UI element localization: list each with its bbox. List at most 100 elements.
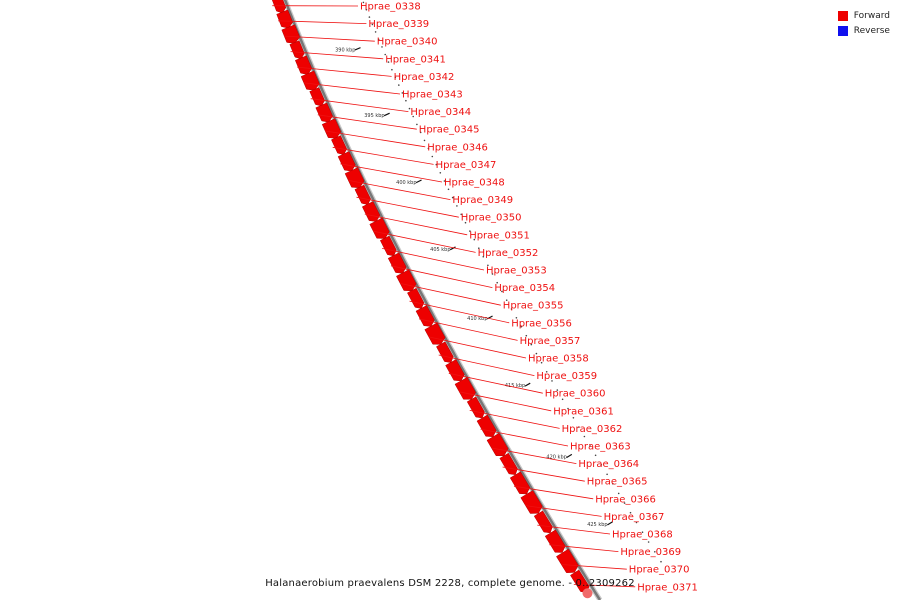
tick-label: 415 kbp [505, 383, 525, 389]
gene-label: Hprae_0348 [444, 178, 505, 189]
ring-dot [515, 317, 518, 319]
ring-dot [469, 230, 471, 232]
gene-label: Hprae_0359 [536, 371, 597, 382]
ring-dot [487, 264, 489, 267]
gene-leader-line [390, 265, 493, 288]
gene-label: Hprae_0369 [620, 547, 681, 558]
legend-reverse: Reverse [837, 23, 890, 38]
gene-leader-line [278, 20, 367, 24]
ring-dot [394, 76, 397, 79]
gene-label: Hprae_0351 [469, 230, 530, 241]
ring-dot [391, 68, 393, 71]
gene-block [321, 118, 342, 139]
ring-dot [381, 46, 383, 48]
gene-block [294, 55, 313, 75]
gene-leader-line [480, 428, 569, 447]
end-marker [582, 588, 593, 599]
scale-tick [566, 453, 573, 458]
gene-leader-line [325, 130, 426, 148]
ring-dot [540, 361, 543, 364]
tick-label: 405 kbp [430, 247, 450, 253]
gene-block [533, 510, 553, 534]
ring-dot [443, 180, 446, 182]
gene-label: Hprae_0352 [478, 248, 539, 259]
gene-leader-line [513, 485, 594, 500]
gene-leader-line [549, 544, 619, 552]
gene-label: Hprae_0363 [570, 442, 631, 453]
legend-reverse-label: Reverse [853, 25, 890, 36]
gene-leader-line [502, 466, 585, 482]
ring-dot [545, 371, 548, 373]
ring-dot [530, 343, 533, 346]
ring-dot [623, 502, 626, 504]
forward-swatch [837, 10, 848, 21]
gene-label: Hprae_0346 [427, 142, 488, 153]
ring-dot [416, 123, 418, 126]
ring-dot [501, 290, 503, 293]
ring-dot [478, 247, 480, 249]
ring-dot [660, 560, 662, 563]
ring-dot [594, 454, 597, 457]
legend-forward: Forward [837, 8, 890, 23]
gene-label: Hprae_0341 [385, 54, 446, 65]
gene-leader-line [332, 146, 434, 165]
gene-label: Hprae_0345 [419, 125, 480, 136]
gene-label: Hprae_0364 [578, 459, 639, 470]
gene-leader-line [317, 114, 417, 130]
gene-leader-line [284, 35, 375, 42]
ring-dot [612, 483, 614, 485]
gene-leader-line [491, 447, 577, 464]
gene-block [476, 414, 497, 437]
ring-dot [427, 147, 430, 150]
gene-label: Hprae_0355 [503, 301, 564, 312]
gene-block [309, 87, 325, 107]
ring-dot [505, 299, 508, 302]
legend: Forward Reverse [837, 8, 890, 38]
gene-label: Hprae_0347 [436, 160, 497, 171]
gene-label: Hprae_0371 [637, 582, 698, 593]
gene-label: Hprae_0360 [545, 389, 606, 400]
ring-dot [408, 107, 411, 110]
gene-label: Hprae_0340 [377, 37, 438, 48]
ring-dot [464, 221, 467, 224]
scale-tick [449, 246, 456, 251]
gene-leader-line [297, 66, 392, 77]
gene-label: Hprae_0358 [528, 354, 589, 365]
gene-leader-line [459, 391, 552, 412]
ring-dot [423, 139, 426, 142]
ring-dot [482, 255, 485, 258]
scale-tick [415, 179, 422, 184]
ring-dot [647, 541, 650, 543]
gene-leader-line [525, 505, 602, 517]
ring-dot [451, 196, 454, 199]
gene-leader-line [373, 230, 476, 253]
ring-dot [567, 407, 569, 410]
ring-dot [520, 325, 523, 328]
ring-dot [456, 205, 458, 207]
ring-dot [578, 426, 580, 428]
gene-label: Hprae_0361 [553, 406, 614, 417]
gene-leader-line [340, 163, 443, 183]
ring-dot [525, 334, 528, 337]
ring-dot [629, 511, 632, 514]
ring-dot [412, 115, 415, 118]
ring-dot [419, 131, 422, 134]
gene-label: Hprae_0343 [402, 90, 463, 101]
gene-label: Hprae_0366 [595, 494, 656, 505]
gene-block [276, 9, 293, 29]
gene-leader-line [438, 354, 535, 376]
gene-leader-line [400, 283, 501, 306]
gene-block [331, 135, 347, 155]
gene-block [315, 102, 333, 123]
gene-leader-line [364, 213, 468, 236]
gene-label: Hprae_0367 [604, 512, 665, 523]
ring-dot [654, 551, 656, 553]
ring-dot [556, 389, 559, 391]
gene-label: Hprae_0338 [360, 2, 421, 13]
ring-dot [535, 352, 538, 355]
gene-leader-line [310, 98, 409, 112]
ring-dot [435, 163, 438, 166]
ring-dot [384, 53, 387, 56]
gene-leader-line [409, 300, 510, 324]
